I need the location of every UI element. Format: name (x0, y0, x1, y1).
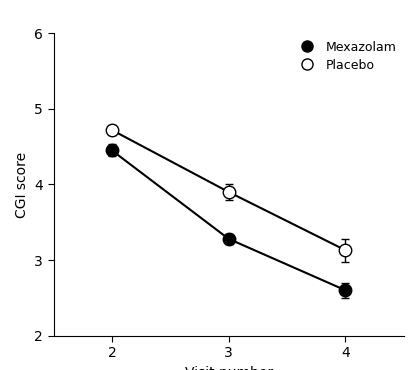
Text: Medscape®: Medscape® (12, 6, 90, 18)
Y-axis label: CGI score: CGI score (15, 151, 29, 218)
Text: Source: Clin Drug Invest © 2003 Adis International Limited: Source: Clin Drug Invest © 2003 Adis Int… (73, 355, 339, 364)
Legend: Mexazolam, Placebo: Mexazolam, Placebo (289, 36, 401, 77)
Text: www.medscape.com: www.medscape.com (173, 6, 294, 18)
X-axis label: Visit number: Visit number (185, 366, 273, 370)
